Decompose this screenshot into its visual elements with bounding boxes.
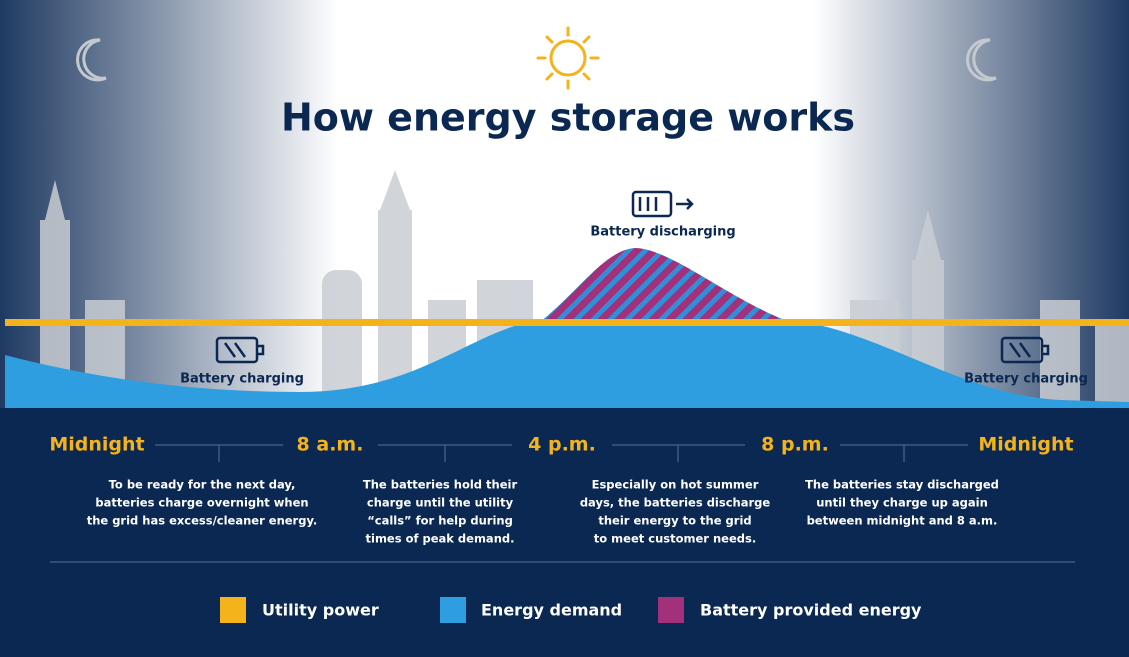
description-line: times of peak demand. (366, 532, 515, 546)
title: How energy storage works (281, 96, 855, 140)
legend-swatch (220, 597, 246, 623)
description-line: “calls” for help during (367, 514, 513, 528)
description-line: to meet customer needs. (594, 532, 756, 546)
legend-swatch (440, 597, 466, 623)
description-line: the grid has excess/cleaner energy. (87, 514, 318, 528)
description-line: Especially on hot summer (592, 478, 759, 492)
description-line: The batteries stay discharged (805, 478, 999, 492)
time-label: 4 p.m. (528, 434, 596, 456)
utility-power-line (5, 319, 1129, 326)
charging-label: Battery charging (180, 372, 304, 387)
infographic: How energy storage works Battery dischar… (0, 0, 1129, 657)
time-label: Midnight (49, 434, 144, 456)
description-line: until they charge up again (816, 496, 988, 510)
charging-label: Battery charging (964, 372, 1088, 387)
legend-label: Utility power (262, 601, 379, 620)
description-line: batteries charge overnight when (95, 496, 308, 510)
time-label: 8 p.m. (761, 434, 829, 456)
legend-label: Energy demand (481, 601, 622, 620)
legend-label: Battery provided energy (700, 601, 922, 620)
time-label: Midnight (978, 434, 1073, 456)
description-line: charge until the utility (367, 496, 514, 510)
description-line: days, the batteries discharge (580, 496, 771, 510)
description-line: between midnight and 8 a.m. (807, 514, 998, 528)
time-label: 8 a.m. (297, 434, 364, 456)
description-line: their energy to the grid (598, 514, 751, 528)
legend-swatch (658, 597, 684, 623)
description-line: The batteries hold their (363, 478, 518, 492)
discharging-label: Battery discharging (590, 225, 735, 240)
description-line: To be ready for the next day, (109, 478, 296, 492)
